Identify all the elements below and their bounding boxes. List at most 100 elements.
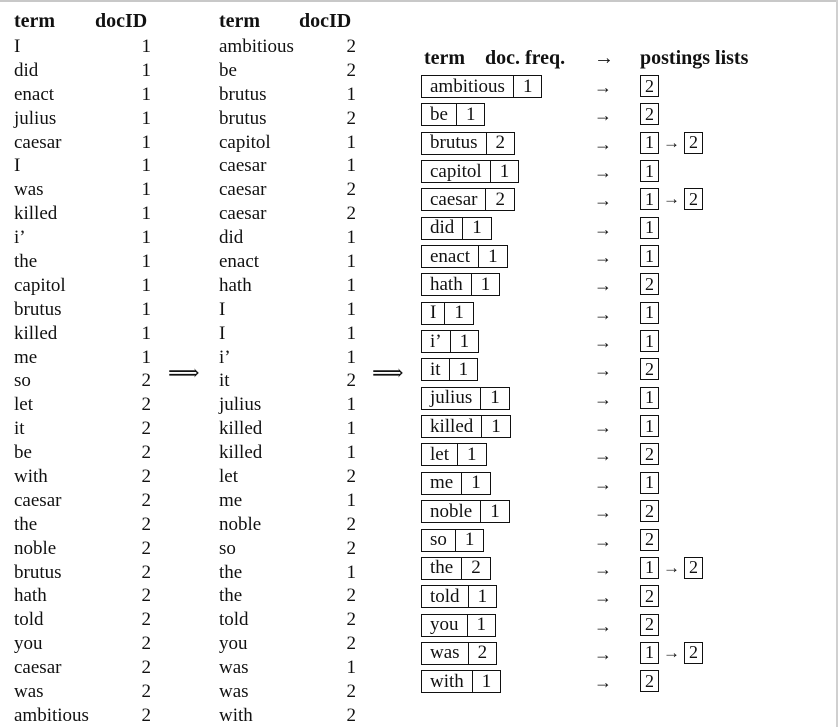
pointer-arrow: → (594, 77, 612, 97)
docid-cell: 1 (346, 251, 357, 273)
docid-cell: 1 (141, 179, 152, 201)
table1-header-term: term (14, 10, 56, 32)
docid-cell: 1 (346, 155, 357, 177)
pointer-arrow: → (594, 190, 612, 211)
term-cell: with (14, 466, 48, 488)
doc-frequency: 1 (471, 671, 501, 693)
docid-cell: 1 (346, 298, 357, 320)
docid-cell: 2 (346, 609, 357, 631)
dictionary-entry: brutus 2 (421, 131, 515, 155)
pointer-arrow: → (594, 332, 612, 353)
postings-list: 2 (640, 358, 659, 381)
posting-docid: 2 (684, 641, 703, 664)
pointer-arrow: → (594, 133, 612, 154)
posting-docid: 1 (640, 131, 659, 154)
doc-frequency: 2 (485, 189, 514, 211)
dictionary-entry: so 1 (421, 528, 485, 552)
dictionary-term: you (430, 614, 459, 636)
pointer-arrow: → (594, 105, 612, 126)
term-cell: I (219, 322, 226, 344)
docid-cell: 2 (141, 704, 152, 726)
pointer-arrow: → (594, 218, 612, 239)
postings-list: 1 (640, 216, 659, 239)
term-cell: the (219, 585, 243, 607)
dictionary-entry: capitol 1 (421, 160, 520, 184)
postings-list: 1 (640, 415, 659, 438)
term-cell: so (14, 370, 31, 392)
term-cell: julius (14, 107, 57, 129)
dictionary-term: killed (430, 415, 474, 437)
doc-frequency: 1 (470, 274, 500, 296)
dictionary-entry: it 1 (421, 358, 479, 382)
posting-docid: 1 (640, 160, 659, 183)
term-cell: capitol (14, 274, 66, 296)
posting-docid: 2 (640, 500, 659, 523)
posting-docid: 1 (640, 641, 659, 664)
docid-cell: 2 (346, 59, 357, 81)
docid-cell: 1 (346, 346, 357, 368)
docid-cell: 2 (346, 107, 357, 129)
term-cell: caesar (219, 203, 267, 225)
term-cell: killed (14, 203, 58, 225)
docid-cell: 1 (141, 36, 152, 57)
dictionary-header-arrow: → (594, 47, 614, 69)
dictionary-entry: the 2 (421, 556, 491, 580)
posting-docid: 1 (640, 386, 659, 409)
postings-list: 1 → 2 (640, 188, 703, 211)
docid-cell: 1 (346, 131, 357, 153)
posting-docid: 1 (640, 216, 659, 239)
dictionary-header-term: term (424, 47, 466, 69)
posting-docid: 1 (640, 245, 659, 268)
dictionary-entry: ambitious 1 (421, 75, 543, 98)
dictionary-term: capitol (430, 160, 482, 182)
dictionary-term: the (430, 557, 454, 579)
doc-frequency: 1 (480, 387, 509, 409)
term-cell: i’ (219, 346, 231, 368)
pointer-arrow: → (594, 587, 612, 608)
pointer-arrow: → (594, 162, 612, 183)
docid-cell: 2 (141, 466, 152, 488)
term-cell: the (14, 251, 38, 273)
docid-cell: 1 (141, 274, 152, 296)
term-cell: killed (219, 442, 263, 464)
docid-cell: 1 (346, 418, 357, 440)
dictionary-term: was (430, 642, 460, 664)
term-cell: caesar (219, 155, 267, 177)
dictionary-entry: enact 1 (421, 245, 508, 269)
term-cell: you (14, 633, 43, 655)
posting-link-arrow: → (663, 642, 680, 662)
postings-list: 1 → 2 (640, 131, 703, 154)
term-cell: the (14, 513, 38, 535)
docid-cell: 2 (346, 537, 357, 559)
pointer-arrow: → (594, 360, 612, 381)
posting-link-arrow: → (663, 189, 680, 209)
posting-docid: 1 (640, 471, 659, 494)
dictionary-header-postings: postings lists (640, 47, 749, 69)
doc-frequency: 1 (467, 586, 497, 608)
docid-cell: 1 (141, 107, 152, 129)
posting-docid: 2 (640, 585, 659, 608)
doc-frequency: 1 (481, 416, 510, 438)
doc-frequency: 1 (455, 104, 485, 126)
doc-frequency: 1 (512, 76, 542, 97)
posting-docid: 1 (640, 188, 659, 211)
doc-frequency: 1 (462, 217, 491, 239)
pointer-arrow: → (594, 558, 612, 579)
postings-list: 2 (640, 443, 659, 466)
posting-docid: 1 (640, 556, 659, 579)
docid-cell: 2 (346, 704, 357, 726)
term-cell: caesar (14, 131, 62, 153)
term-cell: let (14, 394, 33, 416)
docid-cell: 2 (141, 370, 152, 392)
dictionary-term: enact (430, 245, 471, 267)
term-cell: was (14, 681, 44, 703)
pointer-arrow: → (594, 417, 612, 438)
postings-list: 1 (640, 245, 659, 268)
postings-list: 1 (640, 160, 659, 183)
pointer-arrow: → (594, 643, 612, 664)
docid-cell: 2 (141, 537, 152, 559)
docid-cell: 2 (141, 681, 152, 703)
term-cell: hath (14, 585, 47, 607)
dictionary-entry: caesar 2 (421, 188, 515, 212)
